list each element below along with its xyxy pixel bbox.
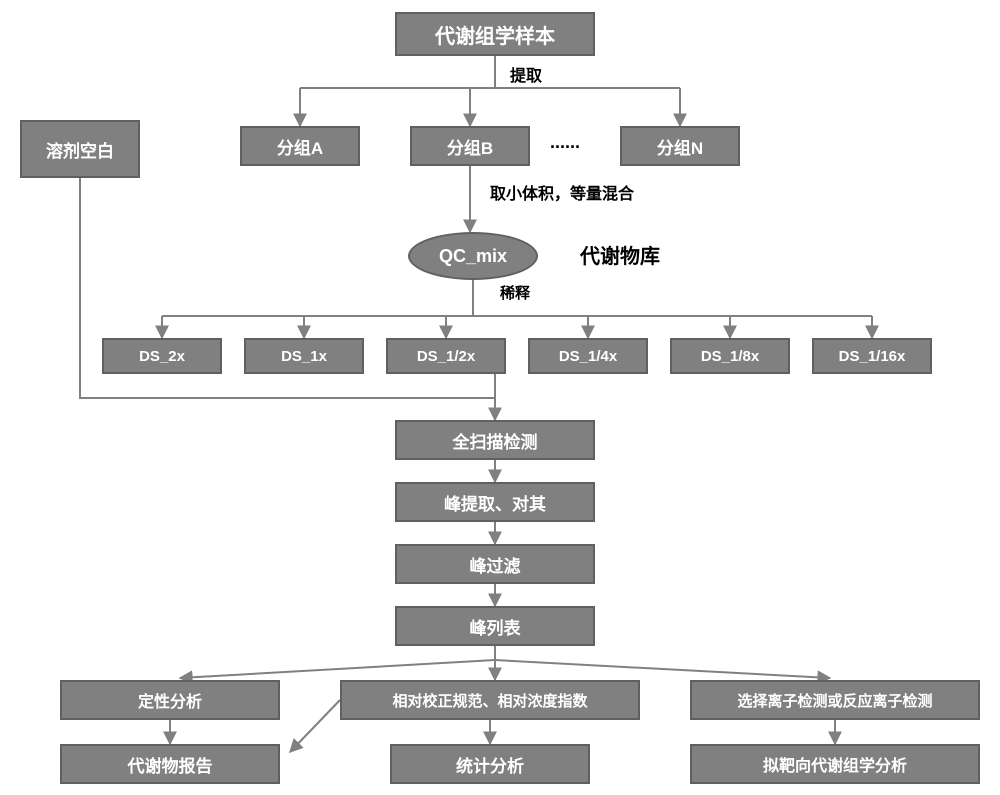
node-group-n: 分组N — [620, 126, 740, 166]
node-ds-1x: DS_1x — [244, 338, 364, 374]
label-mix-small: 取小体积，等量混合 — [490, 180, 634, 204]
label-dots: ...... — [550, 132, 580, 153]
node-ds-1-4x: DS_1/4x — [528, 338, 648, 374]
node-ds-1-8x: DS_1/8x — [670, 338, 790, 374]
label-extract: 提取 — [510, 62, 542, 86]
edge-layer — [0, 0, 1000, 795]
node-group-a: 分组A — [240, 126, 360, 166]
label-metab-lib: 代谢物库 — [580, 240, 660, 269]
node-qc-mix: QC_mix — [408, 232, 538, 280]
label-dilute: 稀释 — [500, 282, 530, 303]
node-group-b: 分组B — [410, 126, 530, 166]
node-full-scan: 全扫描检测 — [395, 420, 595, 460]
node-ds-1-2x: DS_1/2x — [386, 338, 506, 374]
node-metab-report: 代谢物报告 — [60, 744, 280, 784]
node-peak-extract: 峰提取、对其 — [395, 482, 595, 522]
node-ds-1-16x: DS_1/16x — [812, 338, 932, 374]
node-ds-2x: DS_2x — [102, 338, 222, 374]
node-peak-list: 峰列表 — [395, 606, 595, 646]
node-relative-cal: 相对校正规范、相对浓度指数 — [340, 680, 640, 720]
flowchart-canvas: 代谢组学样本 溶剂空白 分组A 分组B 分组N QC_mix DS_2x DS_… — [0, 0, 1000, 795]
node-pseudo-target: 拟靶向代谢组学分析 — [690, 744, 980, 784]
node-peak-filter: 峰过滤 — [395, 544, 595, 584]
node-stat-analysis: 统计分析 — [390, 744, 590, 784]
node-solvent-blank: 溶剂空白 — [20, 120, 140, 178]
node-qualitative: 定性分析 — [60, 680, 280, 720]
node-select-ion: 选择离子检测或反应离子检测 — [690, 680, 980, 720]
node-top-sample: 代谢组学样本 — [395, 12, 595, 56]
